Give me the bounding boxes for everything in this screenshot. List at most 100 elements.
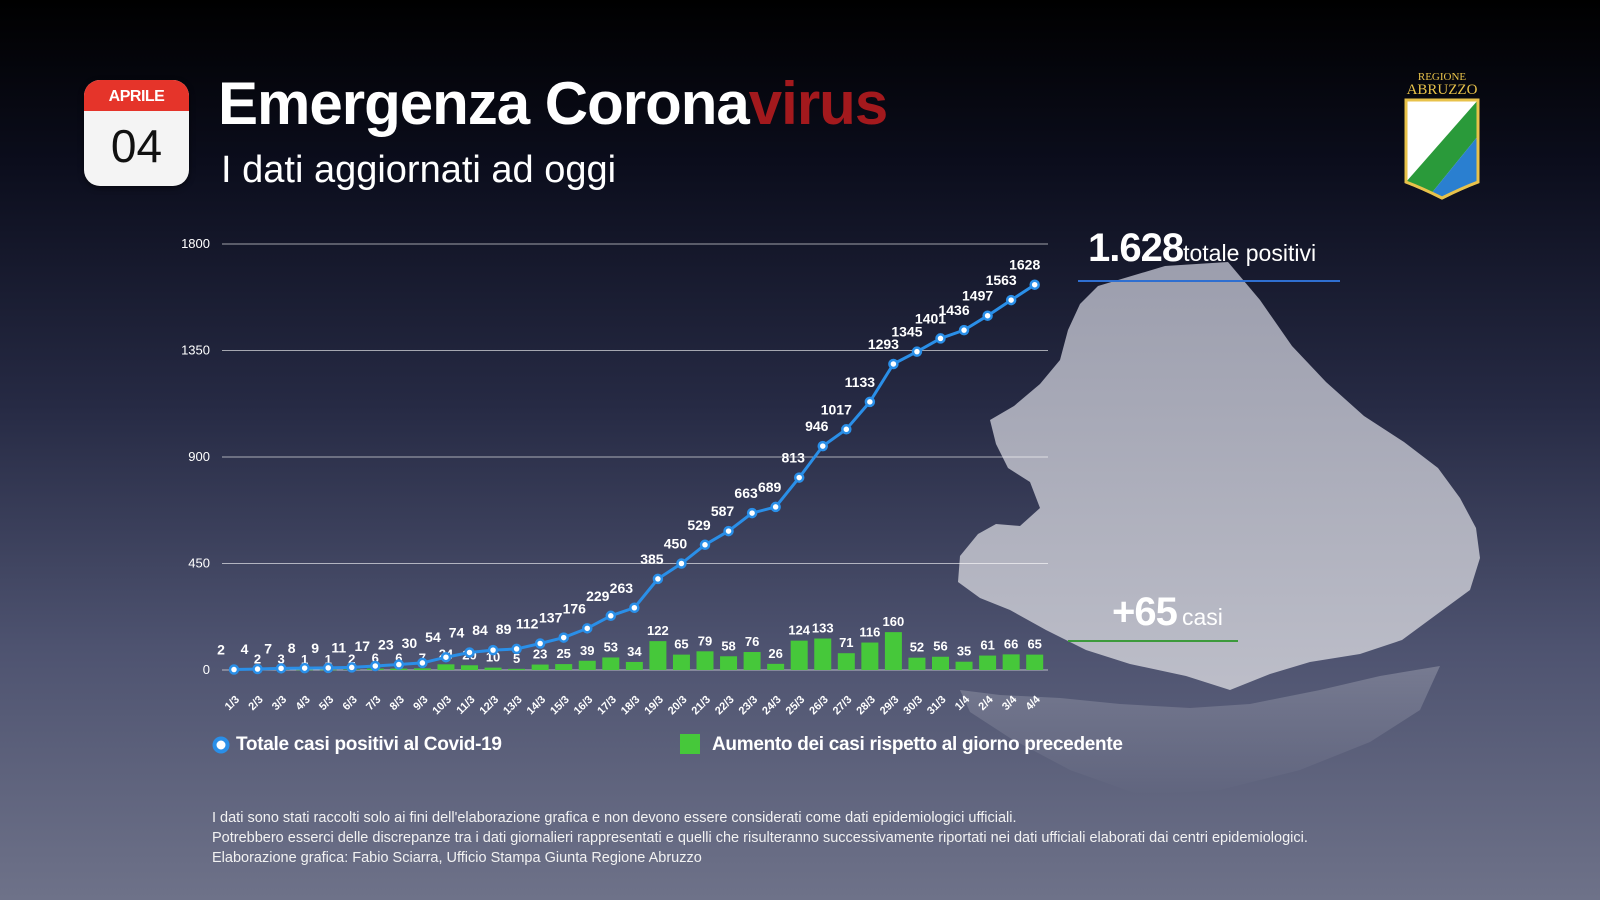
- bar: [1026, 654, 1044, 670]
- bar-value-label: 66: [1004, 636, 1018, 651]
- line-point: [723, 525, 734, 537]
- page-title: Emergenza Coronavirus: [218, 68, 888, 140]
- bar: [696, 651, 714, 670]
- line-value-label: 74: [449, 624, 465, 640]
- bar: [437, 664, 455, 670]
- bar: [955, 661, 973, 670]
- bar-value-label: 65: [1027, 637, 1041, 652]
- line-value-label: 1017: [821, 401, 852, 417]
- line-point: [417, 657, 428, 669]
- calendar-month: APRILE: [84, 80, 189, 111]
- bar: [413, 668, 431, 670]
- x-tick-label: 15/3: [548, 694, 572, 718]
- bar-value-label: 58: [721, 638, 735, 653]
- legend-bar-label: Aumento dei casi rispetto al giorno prec…: [712, 734, 1123, 755]
- line-value-label: 112: [516, 615, 539, 631]
- line-value-label: 4: [241, 641, 249, 657]
- disclaimer-line: Elaborazione grafica: Fabio Sciarra, Uff…: [212, 850, 702, 866]
- bar: [484, 667, 502, 670]
- bar-value-label: 3: [277, 651, 284, 666]
- line-point: [1005, 294, 1017, 306]
- bar: [720, 656, 738, 670]
- bar-value-label: 2: [254, 652, 261, 667]
- line-value-label: 1401: [915, 310, 946, 326]
- bar: [979, 655, 997, 670]
- x-tick-label: 20/3: [666, 694, 690, 718]
- line-point: [982, 310, 993, 321]
- bar-value-label: 124: [788, 623, 810, 638]
- line-value-label: 946: [805, 418, 829, 434]
- bar-value-label: 6: [395, 651, 402, 666]
- bar: [602, 657, 620, 670]
- x-tick-label: 28/3: [854, 694, 878, 718]
- bar-value-label: 53: [604, 639, 618, 654]
- bar-value-label: 160: [883, 614, 905, 629]
- title-main: Emergenza Corona: [218, 70, 750, 137]
- bar-value-label: 2: [348, 652, 355, 667]
- region-map: [958, 262, 1480, 690]
- bar-value-label: 133: [812, 621, 834, 636]
- line-value-label: 450: [664, 536, 688, 552]
- bar-value-label: 56: [933, 639, 947, 654]
- x-tick-label: 16/3: [572, 694, 596, 718]
- bar: [743, 652, 761, 670]
- bar: [461, 665, 478, 670]
- line-point: [582, 623, 593, 634]
- line-value-label: 1563: [986, 272, 1017, 288]
- line-value-label: 2: [217, 642, 225, 658]
- line-value-label: 8: [288, 640, 296, 656]
- legend-line-marker: [212, 736, 230, 754]
- line-value-label: 587: [711, 503, 735, 519]
- x-tick-label: 13/3: [501, 694, 525, 718]
- x-tick-label: 31/3: [925, 694, 949, 718]
- line-point: [652, 573, 664, 585]
- line-value-label: 11: [331, 639, 346, 655]
- y-tick-label: 900: [188, 449, 210, 464]
- bar-value-label: 39: [580, 643, 594, 658]
- stat-total: 1.628totale positivi: [1088, 226, 1316, 271]
- logo-line2: ABRUZZO: [1407, 82, 1478, 98]
- stat-total-label: totale positivi: [1183, 240, 1317, 266]
- line-point: [511, 643, 522, 655]
- x-tick-label: 11/3: [454, 694, 477, 717]
- x-tick-label: 9/3: [411, 694, 430, 713]
- bar-series: [249, 632, 1044, 671]
- line-point: [393, 659, 405, 670]
- bar: [531, 664, 549, 670]
- line-point: [935, 333, 946, 344]
- x-tick-label: 17/3: [595, 694, 619, 718]
- line-point: [888, 358, 899, 370]
- bar: [884, 632, 902, 670]
- line-value-label: 9: [311, 640, 319, 656]
- x-tick-label: 21/3: [689, 694, 713, 718]
- bar: [672, 654, 690, 670]
- line-value-label: 1133: [845, 374, 876, 390]
- line-value-label: 54: [425, 629, 441, 645]
- line-point: [793, 472, 805, 483]
- x-tick-label: 24/3: [760, 694, 784, 718]
- line-point: [275, 663, 287, 674]
- line-value-label: 229: [586, 588, 610, 604]
- y-tick-label: 1350: [181, 343, 210, 358]
- line-value-label: 23: [378, 637, 394, 653]
- line-value-label: 137: [539, 610, 563, 626]
- line-value-label: 84: [472, 622, 488, 638]
- y-tick-label: 0: [203, 662, 210, 677]
- x-tick-label: 10/3: [430, 694, 454, 718]
- title-accent: virus: [748, 70, 888, 137]
- bar: [1002, 654, 1020, 670]
- line-value-label: 1436: [938, 302, 969, 318]
- bar-value-label: 76: [745, 634, 759, 649]
- disclaimer-line: Potrebbero esserci delle discrepanze tra…: [212, 830, 1308, 846]
- line-point: [1029, 279, 1040, 290]
- line-point: [322, 662, 334, 674]
- line-value-label: 89: [496, 621, 512, 637]
- page-subtitle: I dati aggiornati ad oggi: [221, 149, 617, 191]
- line-value-label: 1497: [962, 288, 993, 304]
- line-value-label: 7: [264, 640, 272, 656]
- bar-value-label: 26: [768, 646, 782, 661]
- bar-value-label: 116: [859, 625, 880, 640]
- x-tick-label: 26/3: [807, 694, 831, 718]
- bar: [814, 638, 832, 670]
